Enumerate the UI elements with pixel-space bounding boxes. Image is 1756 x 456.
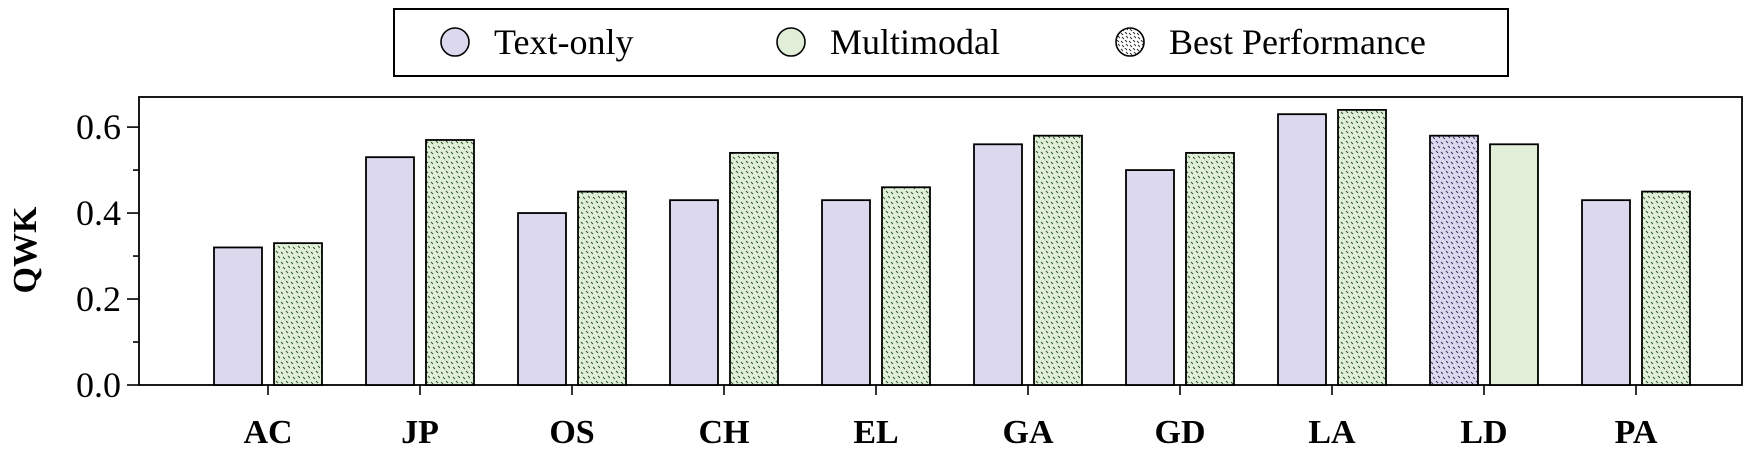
legend-item-multimodal: Multimodal <box>776 22 1000 62</box>
x-tick-label-ch: CH <box>699 414 750 451</box>
x-tick-label-pa: PA <box>1615 414 1658 451</box>
legend-swatch-multimodal <box>776 27 806 57</box>
x-tick-label-el: EL <box>853 414 898 451</box>
x-axis-ticks: AC JP OS CH EL GA GD LA LD PA <box>243 385 1658 451</box>
legend-swatch-text-only <box>440 27 470 57</box>
legend-item-text-only: Text-only <box>440 22 633 62</box>
bar-multimodal-gd <box>1185 151 1235 386</box>
bar-text-only-el <box>821 199 871 386</box>
bar-multimodal-la <box>1337 108 1387 386</box>
bar-text-only-os <box>517 212 567 386</box>
y-axis-label: QWK <box>7 206 44 293</box>
y-tick-label: 0.6 <box>76 107 121 147</box>
x-tick-label-ac: AC <box>243 414 292 451</box>
bar-text-only-ch <box>669 199 719 386</box>
bar-multimodal-el <box>881 186 931 386</box>
legend-swatch-best-performance <box>1115 27 1145 57</box>
x-tick-label-os: OS <box>549 414 594 451</box>
legend-frame <box>393 8 1509 77</box>
x-tick-label-la: LA <box>1308 414 1356 451</box>
x-tick-label-ga: GA <box>1003 414 1054 451</box>
x-tick-label-ld: LD <box>1460 414 1507 451</box>
legend: Text-only Multimodal Best Performance <box>393 8 1509 77</box>
x-tick-label-gd: GD <box>1155 414 1206 451</box>
bar-text-only-ga <box>973 143 1023 386</box>
bar-text-only-jp <box>365 156 415 386</box>
bars <box>213 108 1691 386</box>
bar-text-only-ld <box>1429 134 1479 386</box>
y-tick-label: 0.0 <box>76 365 121 405</box>
x-tick-label-jp: JP <box>401 414 439 451</box>
bar-multimodal-ch <box>729 151 779 386</box>
bar-text-only-gd <box>1125 169 1175 386</box>
bar-text-only-ac <box>213 246 263 386</box>
y-tick-label: 0.2 <box>76 279 121 319</box>
y-axis-ticks: 0.0 0.2 0.4 0.6 <box>76 107 139 405</box>
y-tick-label: 0.4 <box>76 193 121 233</box>
bar-multimodal-jp <box>425 139 475 386</box>
bar-multimodal-ga <box>1033 134 1083 386</box>
legend-label-best-performance: Best Performance <box>1169 22 1426 62</box>
bar-multimodal-os <box>577 190 627 386</box>
bar-text-only-pa <box>1581 199 1631 386</box>
bar-multimodal-ld <box>1489 143 1539 386</box>
bar-multimodal-pa <box>1641 190 1691 386</box>
legend-label-multimodal: Multimodal <box>830 22 1000 62</box>
legend-label-text-only: Text-only <box>494 22 633 62</box>
plot-frame <box>138 96 1743 386</box>
legend-item-best-performance: Best Performance <box>1115 22 1426 62</box>
bar-multimodal-ac <box>273 242 323 386</box>
bar-text-only-la <box>1277 113 1327 386</box>
